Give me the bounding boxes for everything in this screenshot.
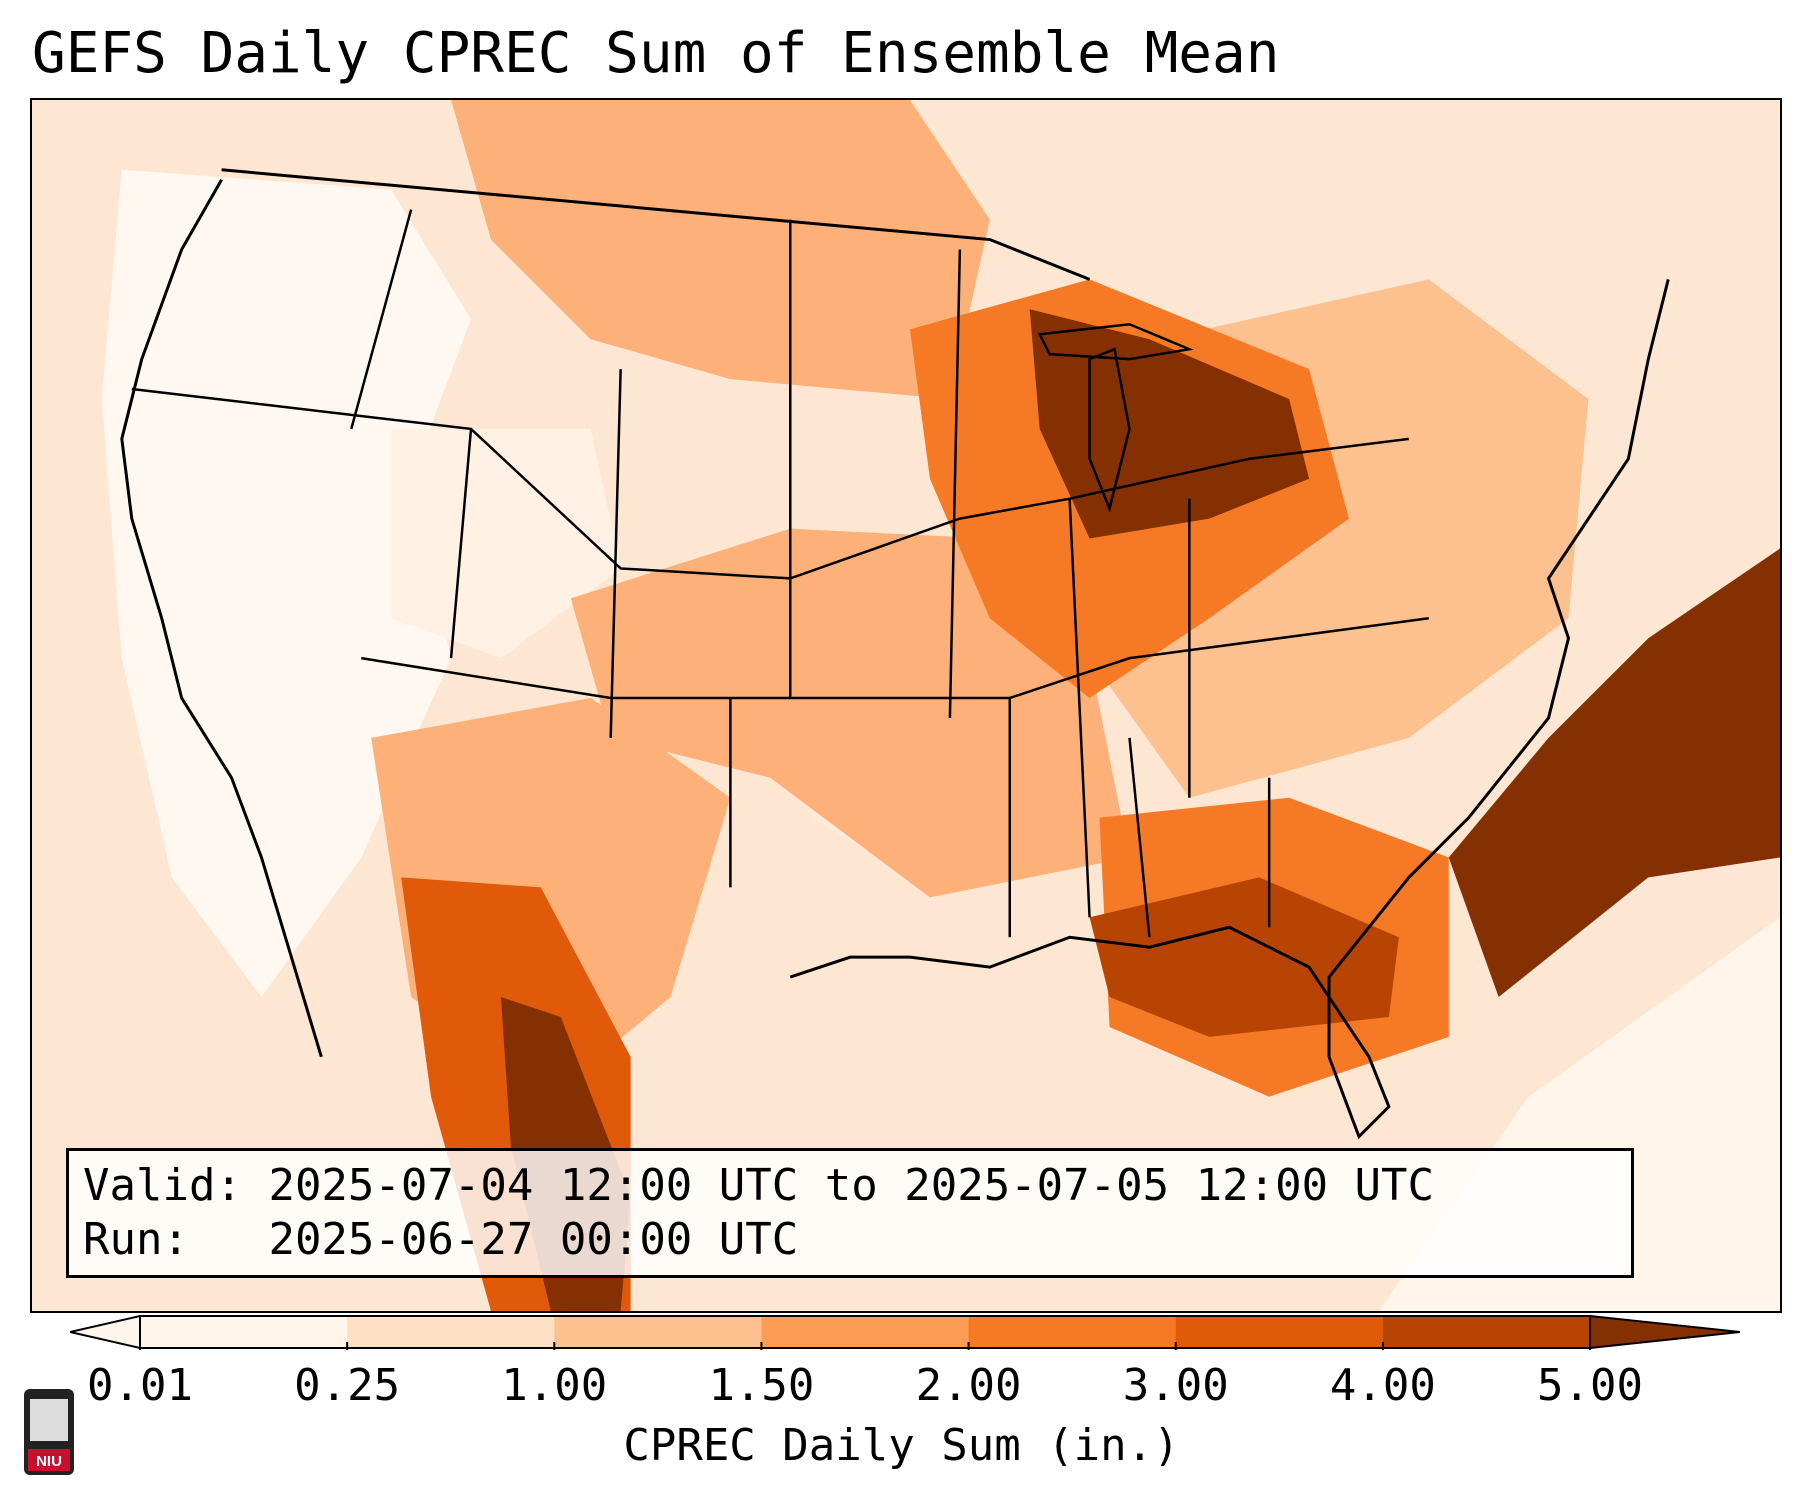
colorbar-tick-label: 1.00 (501, 1360, 608, 1411)
colorbar-extend-max (1589, 1314, 1740, 1350)
colorbar-tick-label: 4.00 (1329, 1360, 1436, 1411)
state-borders (131, 209, 1429, 938)
coastline-gulf (789, 925, 1391, 1140)
colorbar-tick-label: 2.00 (915, 1360, 1022, 1411)
map-title: GEFS Daily CPREC Sum of Ensemble Mean (32, 21, 1280, 86)
canada-us-border (221, 168, 1091, 281)
lake-superior (1037, 322, 1194, 361)
colorbar-tick-label: 1.50 (708, 1360, 815, 1411)
precipitation-map (30, 98, 1782, 1313)
run-value: 2025-06-27 00:00 UTC (268, 1214, 799, 1265)
colorbar-extend-min (70, 1314, 141, 1350)
valid-run-info-box: Valid: 2025-07-04 12:00 UTC to 2025-07-0… (66, 1148, 1634, 1278)
extreme-gulf-coast (1089, 877, 1399, 1037)
moderate-central (570, 528, 1130, 898)
colorbar-segment (554, 1316, 762, 1348)
lake-michigan (1088, 347, 1131, 513)
map-canvas (32, 100, 1780, 1311)
coastline-east (1327, 279, 1670, 1057)
colorbar-label: CPREC Daily Sum (in.) (623, 1420, 1180, 1471)
dry-region-west (101, 169, 471, 998)
dry-region-plateau (391, 428, 621, 659)
valid-label: Valid: (83, 1160, 242, 1211)
coastline-west (120, 178, 323, 1058)
svg-text:NIU: NIU (36, 1453, 62, 1470)
colorbar-segment (140, 1316, 348, 1348)
colorbar-segment (761, 1316, 970, 1348)
valid-value: 2025-07-04 12:00 UTC to 2025-07-05 12:00… (268, 1160, 1435, 1211)
colorbar-tick-label: 0.01 (87, 1360, 193, 1411)
colorbar (70, 1314, 1740, 1350)
niu-logo: NIU (24, 1389, 74, 1475)
moderate-northern-plains (451, 100, 990, 400)
colorbar-segment (1382, 1316, 1591, 1348)
run-label: Run: (83, 1214, 189, 1265)
colorbar-segment (1175, 1316, 1384, 1348)
colorbar-segment (347, 1316, 555, 1348)
extreme-atlantic (1448, 548, 1780, 998)
colorbar-tick-label: 0.25 (294, 1360, 401, 1411)
colorbar-outline (139, 1315, 1591, 1349)
colorbar-tick-label: 5.00 (1537, 1360, 1643, 1411)
colorbar-tick-label: 3.00 (1122, 1360, 1229, 1411)
colorbar-segment (968, 1316, 1177, 1348)
